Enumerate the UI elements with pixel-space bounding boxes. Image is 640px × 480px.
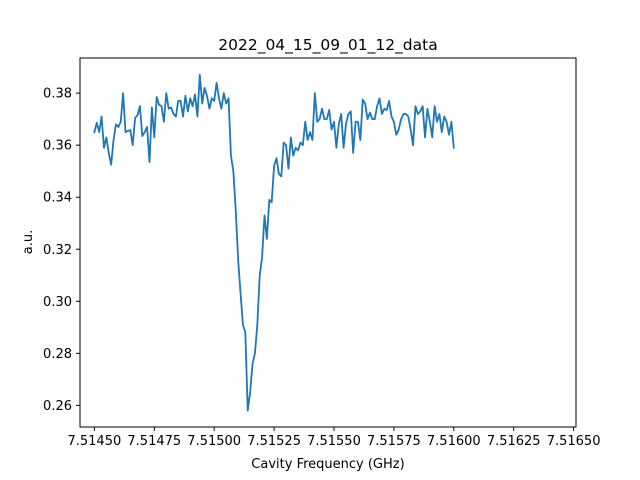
x-axis-label: Cavity Frequency (GHz)	[251, 457, 404, 472]
series-line-0	[93, 74, 455, 412]
y-tick-label: 0.36	[43, 139, 72, 154]
y-tick-label: 0.30	[43, 295, 72, 310]
y-tick-label: 0.38	[43, 87, 72, 102]
y-tick-label: 0.34	[43, 191, 72, 206]
plot-frame	[79, 57, 577, 428]
y-tick-label: 0.28	[43, 347, 72, 362]
x-tick-label: 7.51650	[547, 434, 601, 449]
x-tick-label: 7.51525	[247, 434, 301, 449]
x-tick-label: 7.51550	[307, 434, 361, 449]
x-tick-label: 7.51575	[367, 434, 421, 449]
x-tick-label: 7.51475	[127, 434, 181, 449]
x-tick-label: 7.51500	[187, 434, 241, 449]
x-tick-label: 7.51450	[67, 434, 121, 449]
plot-area	[93, 74, 455, 412]
y-tick-label: 0.32	[43, 243, 72, 258]
x-tick-label: 7.51625	[487, 434, 541, 449]
y-axis-label: a.u.	[21, 230, 36, 254]
x-tick-label: 7.51600	[427, 434, 481, 449]
chart-title: 2022_04_15_09_01_12_data	[218, 36, 437, 55]
x-axis: 7.51450 7.51475 7.51500 7.51525 7.51550 7.515…	[67, 427, 600, 449]
y-tick-label: 0.26	[43, 399, 72, 414]
y-axis: 0.26 0.28 0.30 0.32 0.34 0.36 0.38	[43, 87, 80, 414]
